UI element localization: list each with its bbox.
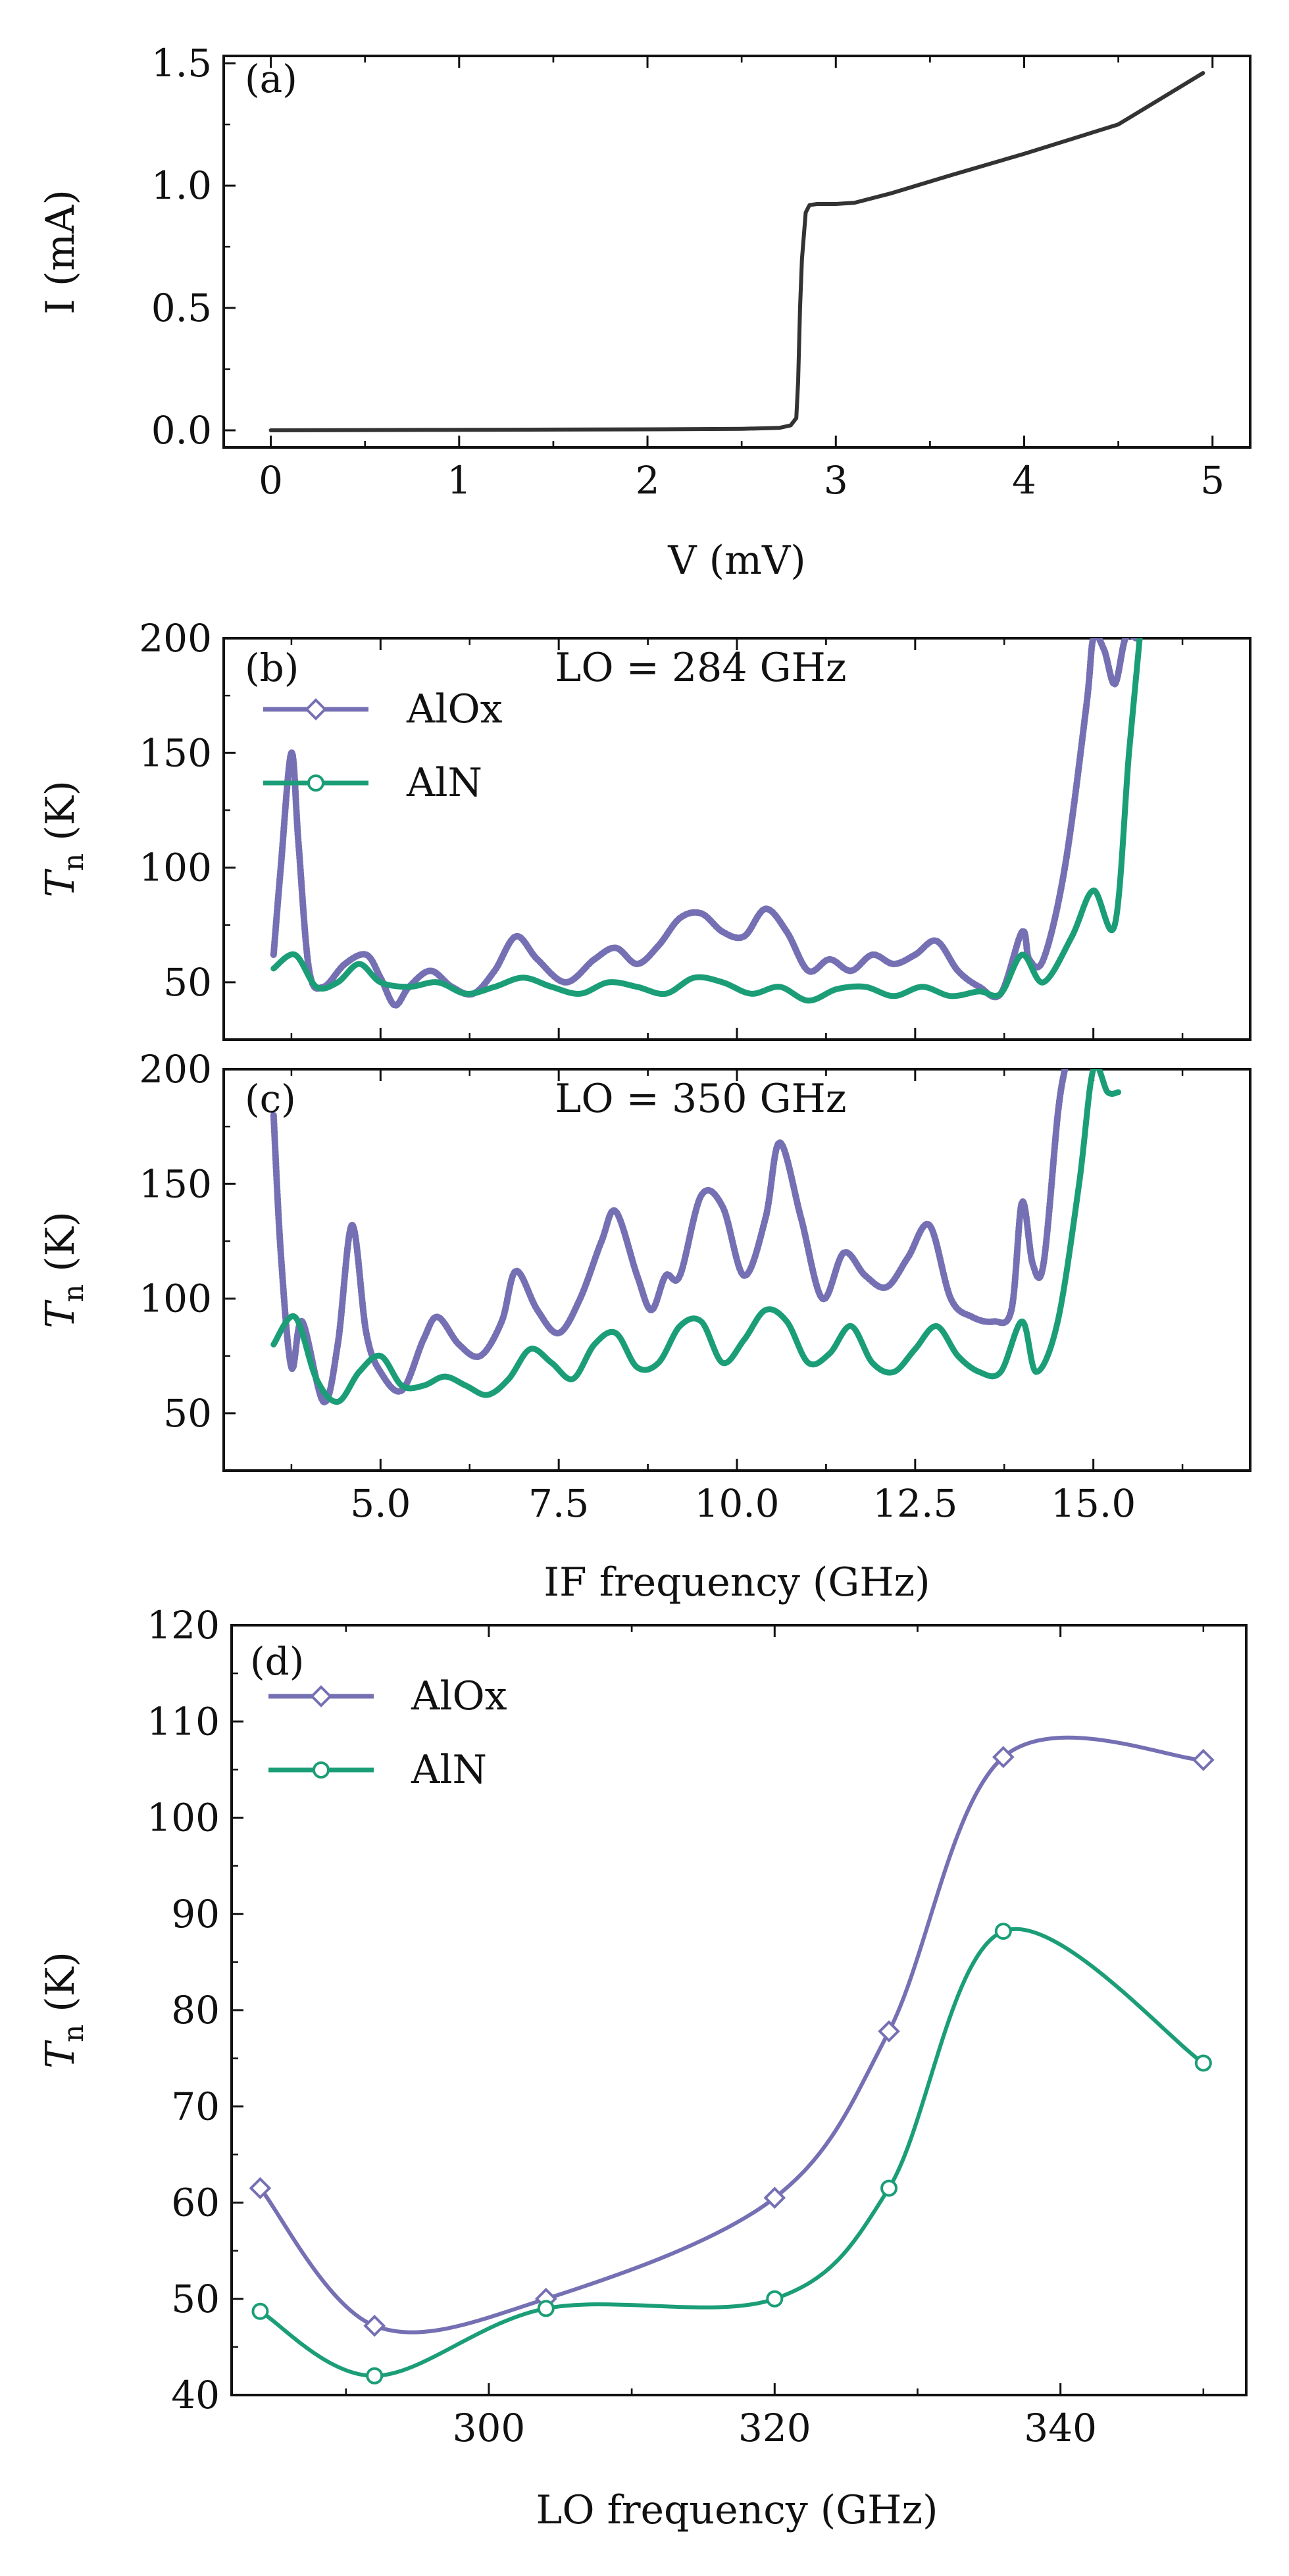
legend-d-alox-marker [310, 1685, 332, 1707]
data-point-alox [1192, 1748, 1215, 1771]
y-tick-label: 100 [139, 846, 212, 890]
x-tick-label: 10.0 [694, 1481, 779, 1526]
x-tick-label: 7.5 [528, 1481, 589, 1526]
x-tick-label: 2 [636, 458, 660, 503]
x-tick-label: 340 [1024, 2406, 1097, 2450]
x-tick-label: 1 [447, 458, 471, 503]
x-tick-label: 0 [259, 458, 283, 503]
panel-b-label: (b) [245, 645, 299, 690]
data-point-aln [366, 2367, 384, 2385]
y-tick-label: 70 [171, 2084, 220, 2129]
panel-d-ticks: 300 320 340 40 50 60 70 80 90 100 110 120 [147, 1603, 1205, 2450]
panel-c-series [270, 1069, 1122, 1405]
series-line-alox [258, 1735, 1205, 2335]
series-line-iv [268, 71, 1205, 432]
y-tick-label: 100 [147, 1796, 220, 1840]
panel-b-ylabel: Tn (K) [38, 780, 89, 897]
panel-c-label: (c) [245, 1076, 296, 1121]
y-tick-label: 100 [139, 1276, 212, 1321]
x-tick-label: 3 [824, 458, 848, 503]
panel-d: 300 320 340 40 50 60 70 80 90 100 110 120 (d) AlOx … [38, 1603, 1248, 2533]
y-tick-label: 150 [139, 1161, 212, 1206]
x-tick-label: 15.0 [1051, 1481, 1136, 1526]
panel-c-ticks: 5.0 7.5 10.0 12.5 15.0 50 100 150 200 [139, 1047, 1184, 1526]
y-tick-label: 150 [139, 730, 212, 775]
x-tick-label: 5 [1200, 458, 1225, 503]
y-tick-label: 1.5 [151, 41, 212, 86]
series-line-aln [270, 1069, 1122, 1405]
data-point-alox [992, 1746, 1015, 1769]
y-tick-label: 110 [147, 1699, 220, 1744]
panel-b-series [270, 638, 1143, 1009]
panel-b: 50 100 150 200 (b) LO = 284 GHz AlOx AlN Tn… [38, 616, 1251, 1041]
panel-a-frame [222, 55, 1251, 449]
series-line-aln [270, 638, 1143, 1004]
y-tick-label: 50 [163, 960, 212, 1005]
series-line-aln [258, 1927, 1205, 2378]
panel-d-xlabel: LO frequency (GHz) [536, 2487, 938, 2533]
panel-a-ticks: 0 1 2 3 4 5 0.0 0.5 1.0 1.5 [151, 41, 1225, 503]
y-tick-label: 40 [171, 2373, 220, 2417]
panel-b-ticks: 50 100 150 200 [139, 616, 1184, 1040]
y-tick-label: 50 [171, 2277, 220, 2321]
panel-a-xlabel: V (mV) [667, 538, 805, 584]
x-tick-label: 320 [738, 2406, 811, 2450]
legend-d-aln-marker [313, 1761, 330, 1779]
y-tick-label: 1.0 [151, 163, 212, 208]
panel-a: 0 1 2 3 4 5 0.0 0.5 1.0 1.5 (a) V (mV) I (mA) [38, 41, 1251, 584]
data-point-aln [251, 2302, 269, 2320]
panel-d-legend: AlOx AlN [268, 1673, 507, 1793]
legend-b-alox-label: AlOx [406, 686, 503, 732]
y-tick-label: 120 [147, 1603, 220, 1648]
legend-b-alox-marker [305, 698, 327, 720]
panel-b-annotation: LO = 284 GHz [555, 645, 847, 691]
y-tick-label: 200 [139, 616, 212, 661]
data-point-aln [537, 2300, 555, 2317]
data-point-aln [880, 2179, 898, 2197]
data-point-alox [763, 2186, 786, 2210]
series-line-alox [270, 638, 1140, 1009]
panel-a-label: (a) [245, 57, 297, 101]
y-tick-label: 90 [171, 1892, 220, 1936]
panel-d-label: (d) [250, 1639, 304, 1684]
y-tick-label: 50 [163, 1391, 212, 1436]
legend-d-alox-label: AlOx [411, 1673, 507, 1719]
legend-d-aln-label: AlN [411, 1747, 487, 1793]
panel-b-legend: AlOx AlN [263, 686, 503, 806]
x-tick-label: 4 [1012, 458, 1036, 503]
y-tick-label: 80 [171, 1988, 220, 2033]
panel-c-xlabel: IF frequency (GHz) [543, 1559, 930, 1605]
data-point-aln [994, 1923, 1012, 1940]
panel-c-annotation: LO = 350 GHz [555, 1076, 847, 1122]
panel-c-ylabel: Tn (K) [38, 1211, 89, 1328]
y-tick-label: 0.5 [151, 286, 212, 330]
data-point-alox [363, 2314, 386, 2337]
legend-b-aln-marker [307, 774, 324, 792]
panel-d-ylabel: Tn (K) [38, 1952, 89, 2069]
y-tick-label: 0.0 [151, 408, 212, 453]
data-point-aln [766, 2290, 784, 2308]
y-tick-label: 200 [139, 1047, 212, 1092]
x-tick-label: 300 [453, 2406, 526, 2450]
panel-a-ylabel: I (mA) [38, 189, 84, 315]
series-line-alox [270, 1069, 1069, 1405]
data-point-aln [1194, 2054, 1212, 2072]
data-point-alox [249, 2177, 272, 2200]
legend-b-aln-label: AlN [406, 760, 482, 806]
panel-a-series [268, 71, 1205, 432]
data-point-alox [878, 2020, 900, 2043]
y-tick-label: 60 [171, 2181, 220, 2225]
x-tick-label: 12.5 [872, 1481, 957, 1526]
x-tick-label: 5.0 [350, 1481, 411, 1526]
panel-d-series [249, 1735, 1215, 2385]
panel-c: 5.0 7.5 10.0 12.5 15.0 50 100 150 200 (c) LO = 3… [38, 1047, 1251, 1605]
